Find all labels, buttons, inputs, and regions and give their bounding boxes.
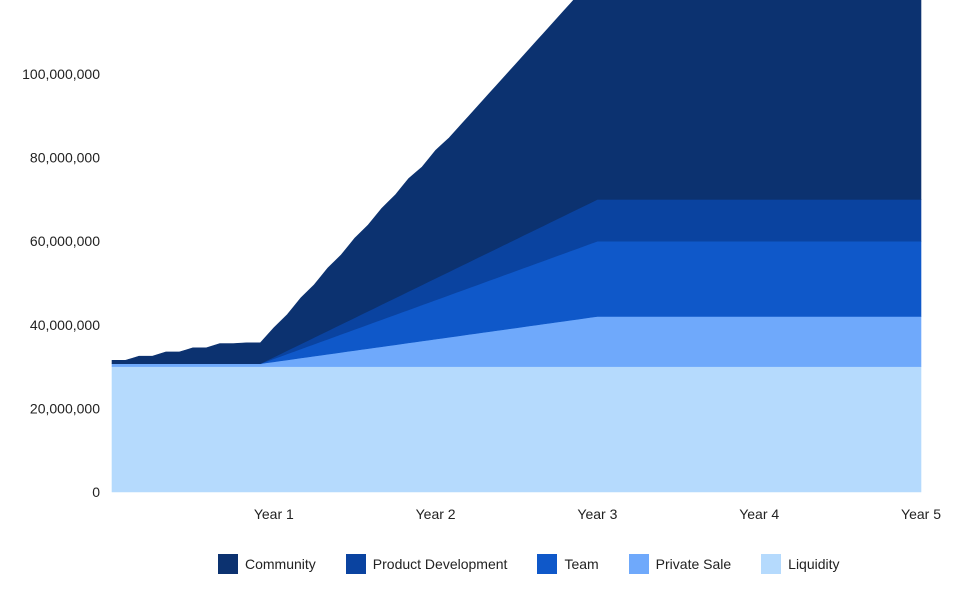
area-community xyxy=(111,0,922,364)
legend-swatch-community xyxy=(218,554,238,574)
legend-item-product-development[interactable]: Product Development xyxy=(345,554,508,574)
y-tick-label: 40,000,000 xyxy=(30,317,100,333)
y-tick-label: 60,000,000 xyxy=(30,233,100,249)
x-tick-label: Year 4 xyxy=(739,506,779,522)
chart-legend: Community Product Development Team Priva… xyxy=(218,552,870,576)
area-liquidity xyxy=(111,366,922,493)
legend-swatch-private-sale xyxy=(628,554,649,574)
y-axis: 0 20,000,000 40,000,000 60,000,000 80,000,00… xyxy=(22,66,100,500)
x-axis: Year 1 Year 2 Year 3 Year 4 Year 5 xyxy=(254,506,941,522)
legend-swatch-product-development xyxy=(345,554,366,574)
legend-item-private-sale[interactable]: Private Sale xyxy=(628,554,732,574)
x-tick-label: Year 2 xyxy=(416,506,456,522)
x-tick-label: Year 1 xyxy=(254,506,294,522)
legend-label-liquidity: Liquidity xyxy=(788,556,840,572)
area-series-layer xyxy=(111,0,922,493)
y-tick-label: 20,000,000 xyxy=(30,400,100,416)
x-tick-label: Year 5 xyxy=(901,506,941,522)
y-tick-label: 80,000,000 xyxy=(30,150,100,166)
legend-swatch-team xyxy=(537,554,558,574)
x-tick-label: Year 3 xyxy=(577,506,617,522)
legend-item-community[interactable]: Community xyxy=(218,554,316,574)
legend-label-community: Community xyxy=(245,556,316,572)
legend-swatch-liquidity xyxy=(761,554,782,574)
legend-item-team[interactable]: Team xyxy=(537,554,599,574)
legend-item-liquidity[interactable]: Liquidity xyxy=(761,554,840,574)
legend-label-product-development: Product Development xyxy=(372,556,508,572)
legend-label-private-sale: Private Sale xyxy=(655,556,732,572)
y-tick-label: 0 xyxy=(92,484,100,500)
y-tick-label: 100,000,000 xyxy=(22,66,100,82)
legend-label-team: Team xyxy=(564,556,599,572)
